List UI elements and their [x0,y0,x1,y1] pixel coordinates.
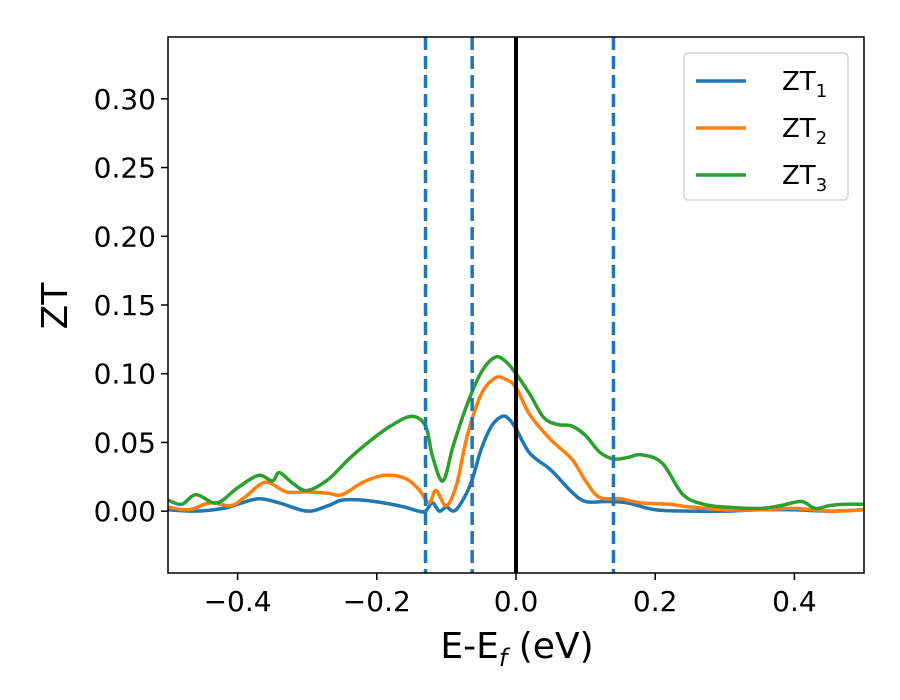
y-axis-ticks: 0.00 0.05 0.10 0.15 0.20 0.25 0.30 [94,83,168,528]
series-line-zt2 [168,374,864,513]
legend-box [683,52,849,201]
series-line-zt3 [168,354,864,511]
x-tick-label: 0.0 [494,585,539,618]
legend-label-text: ZT [782,114,816,144]
x-axis-label-unit: (eV) [507,626,593,667]
y-tick-label: 0.05 [94,426,156,459]
y-tick-label: 0.25 [94,152,156,185]
x-axis-label-main: E-E [440,626,498,667]
y-tick-label: 0.30 [94,83,156,116]
x-tick-label: 0.2 [633,585,678,618]
legend-label-subscript: 2 [816,128,827,149]
y-tick-label: 0.15 [94,289,156,322]
x-tick-label: −0.2 [343,585,411,618]
y-axis-label: ZT [35,282,76,330]
legend-label-zt2: ZT2 [782,114,827,149]
x-axis-ticks: −0.4 −0.2 0.0 0.2 0.4 [204,573,817,618]
x-axis-label: E-Ef (eV) [440,626,593,672]
x-tick-label: 0.4 [772,585,817,618]
legend-label-subscript: 1 [816,81,827,102]
legend-label-zt3: ZT3 [782,161,827,196]
plot-content [168,37,864,573]
x-tick-label: −0.4 [204,585,272,618]
legend-label-subscript: 3 [816,175,827,196]
y-tick-label: 0.20 [94,220,156,253]
y-tick-label: 0.10 [94,358,156,391]
legend-label-text: ZT [782,161,816,191]
legend-label-zt1: ZT1 [782,67,827,102]
legend-label-text: ZT [782,67,816,97]
y-tick-label: 0.00 [94,495,156,528]
series-line-zt1 [168,414,864,514]
